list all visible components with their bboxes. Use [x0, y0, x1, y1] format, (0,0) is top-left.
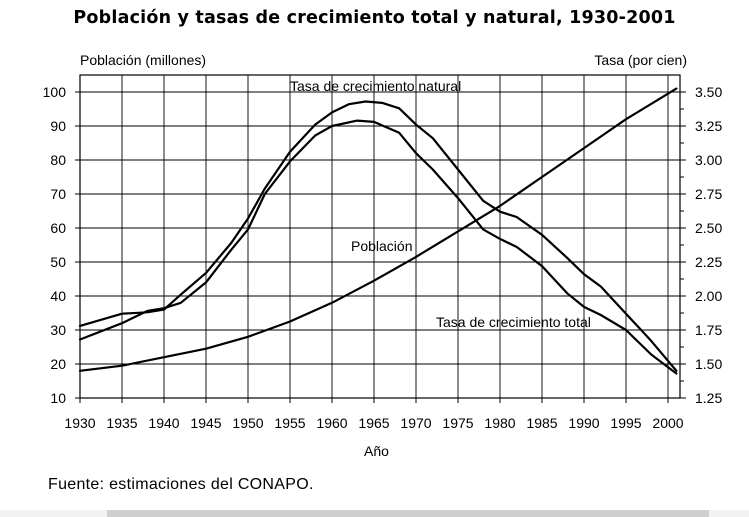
y-left-tick-label: 20: [50, 356, 66, 372]
y-right-tick-label: 2.75: [695, 186, 722, 202]
source-note: Fuente: estimaciones del CONAPO.: [48, 476, 314, 493]
y-left-tick-label: 60: [50, 220, 66, 236]
y-right-tick-label: 2.25: [695, 254, 722, 270]
axis-ticks: [75, 91, 686, 403]
x-tick-label: 1995: [610, 415, 641, 431]
y-left-tick-label: 50: [50, 254, 66, 270]
x-tick-label: 2000: [652, 415, 683, 431]
y-right-tick-label: 3.00: [695, 152, 722, 168]
x-tick-label: 1970: [400, 415, 431, 431]
line-chart: 1930 1935 1940 1945 1950 1955 1960 1965 1970 1975…: [43, 74, 723, 431]
y-left-tick-label: 40: [50, 288, 66, 304]
y-left-tick-label: 90: [50, 118, 66, 134]
x-tick-label: 1990: [568, 415, 599, 431]
y-right-tick-label: 2.50: [695, 220, 722, 236]
total-growth-rate-line: [78, 119, 678, 375]
x-tick-label: 1980: [484, 415, 515, 431]
annotation-total-rate: Tasa de crecimiento total: [436, 314, 591, 330]
series-lines: [78, 87, 678, 375]
y-right-tick-label: 3.25: [695, 118, 722, 134]
y-left-tick-label: 70: [50, 186, 66, 202]
horizontal-scrollbar[interactable]: [0, 510, 749, 517]
x-tick-label: 1935: [106, 415, 137, 431]
chart-title: Población y tasas de crecimiento total y…: [73, 8, 676, 28]
x-tick-label: 1950: [232, 415, 263, 431]
y-left-tick-label: 100: [43, 84, 67, 100]
scrollbar-thumb[interactable]: [107, 510, 709, 517]
y-axis-right-label: Tasa (por cien): [594, 52, 687, 68]
annotation-natural-rate: Tasa de crecimiento natural: [290, 78, 461, 94]
x-tick-label: 1985: [526, 415, 557, 431]
y-axis-left-label: Población (millones): [80, 52, 207, 68]
y-left-tick-label: 10: [50, 390, 66, 406]
y-right-tick-label: 2.00: [695, 288, 722, 304]
y-right-tick-label: 1.25: [695, 390, 722, 406]
plot-frame: [79, 74, 681, 399]
population-line: [78, 87, 678, 372]
y-right-tick-label: 3.50: [695, 84, 722, 100]
axis-tick-labels: 1930 1935 1940 1945 1950 1955 1960 1965 1970 1975…: [43, 84, 723, 431]
x-tick-label: 1940: [148, 415, 179, 431]
y-right-tick-label: 1.50: [695, 356, 722, 372]
y-left-tick-label: 30: [50, 322, 66, 338]
x-tick-label: 1960: [316, 415, 347, 431]
x-axis-label: Año: [364, 443, 389, 459]
x-tick-label: 1965: [358, 415, 389, 431]
x-tick-label: 1945: [190, 415, 221, 431]
y-right-tick-label: 1.75: [695, 322, 722, 338]
x-tick-label: 1930: [64, 415, 95, 431]
x-tick-label: 1955: [274, 415, 305, 431]
natural-growth-rate-line: [78, 100, 678, 372]
annotation-population: Población: [351, 238, 413, 254]
y-left-tick-label: 80: [50, 152, 66, 168]
x-tick-label: 1975: [442, 415, 473, 431]
